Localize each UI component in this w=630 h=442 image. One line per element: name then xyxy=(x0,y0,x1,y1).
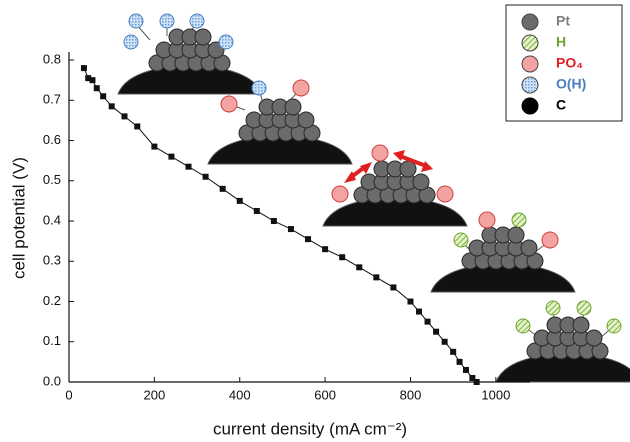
point xyxy=(356,264,363,271)
point xyxy=(108,103,115,110)
y-tick-label: 0.2 xyxy=(43,293,61,308)
point xyxy=(93,85,100,92)
legend-swatch xyxy=(521,34,539,52)
point xyxy=(462,366,469,373)
point xyxy=(433,328,440,335)
point xyxy=(219,185,226,192)
point xyxy=(322,246,329,253)
point xyxy=(339,254,346,261)
point xyxy=(270,218,277,225)
point xyxy=(89,77,96,84)
y-tick-label: 0.7 xyxy=(43,92,61,107)
y-tick-label: 0.5 xyxy=(43,172,61,187)
cluster-h-po4 xyxy=(430,211,576,293)
cluster-oh xyxy=(117,13,263,95)
point xyxy=(253,207,260,214)
point xyxy=(80,65,87,72)
point xyxy=(424,318,431,325)
point xyxy=(121,113,128,120)
y-axis-label: cell potential (V) xyxy=(9,157,28,279)
point xyxy=(202,173,209,180)
point xyxy=(456,358,463,365)
point xyxy=(305,236,312,243)
legend-swatch xyxy=(521,13,539,31)
x-tick-label: 1000 xyxy=(481,387,510,402)
point xyxy=(287,226,294,233)
x-tick-label: 800 xyxy=(400,387,422,402)
point xyxy=(450,348,457,355)
point xyxy=(151,143,158,150)
point xyxy=(407,298,414,305)
point xyxy=(373,274,380,281)
y-tick-label: 0.3 xyxy=(43,253,61,268)
point xyxy=(168,153,175,160)
y-tick-label: 0.6 xyxy=(43,132,61,147)
legend-label: O(H) xyxy=(556,76,586,92)
y-tick-label: 0.4 xyxy=(43,212,61,227)
cluster-po4-mobile xyxy=(322,144,468,227)
point xyxy=(469,374,476,381)
x-tick-label: 400 xyxy=(229,387,251,402)
point xyxy=(390,284,397,291)
legend-swatch xyxy=(521,76,539,94)
legend-swatch xyxy=(521,97,539,115)
point xyxy=(473,379,480,385)
point xyxy=(236,197,243,204)
cluster-po4-oh xyxy=(207,79,353,165)
y-tick-label: 0.1 xyxy=(43,333,61,348)
y-tick-label: 0.0 xyxy=(43,373,61,388)
x-tick-label: 200 xyxy=(144,387,166,402)
point xyxy=(441,338,448,345)
cluster-h xyxy=(495,300,630,383)
legend-label: PO₄ xyxy=(556,55,583,71)
legend-label: Pt xyxy=(556,13,570,29)
point xyxy=(85,75,92,82)
legend-swatch xyxy=(521,55,539,73)
point xyxy=(134,123,141,130)
x-tick-label: 600 xyxy=(314,387,336,402)
legend-label: H xyxy=(556,34,566,50)
x-axis-label: current density (mA cm⁻²) xyxy=(213,419,407,438)
point xyxy=(416,308,423,315)
y-tick-label: 0.8 xyxy=(43,51,61,66)
illustrations xyxy=(117,13,630,383)
x-tick-label: 0 xyxy=(65,387,72,402)
point xyxy=(100,93,107,100)
legend-label: C xyxy=(556,97,566,113)
point xyxy=(185,163,192,170)
